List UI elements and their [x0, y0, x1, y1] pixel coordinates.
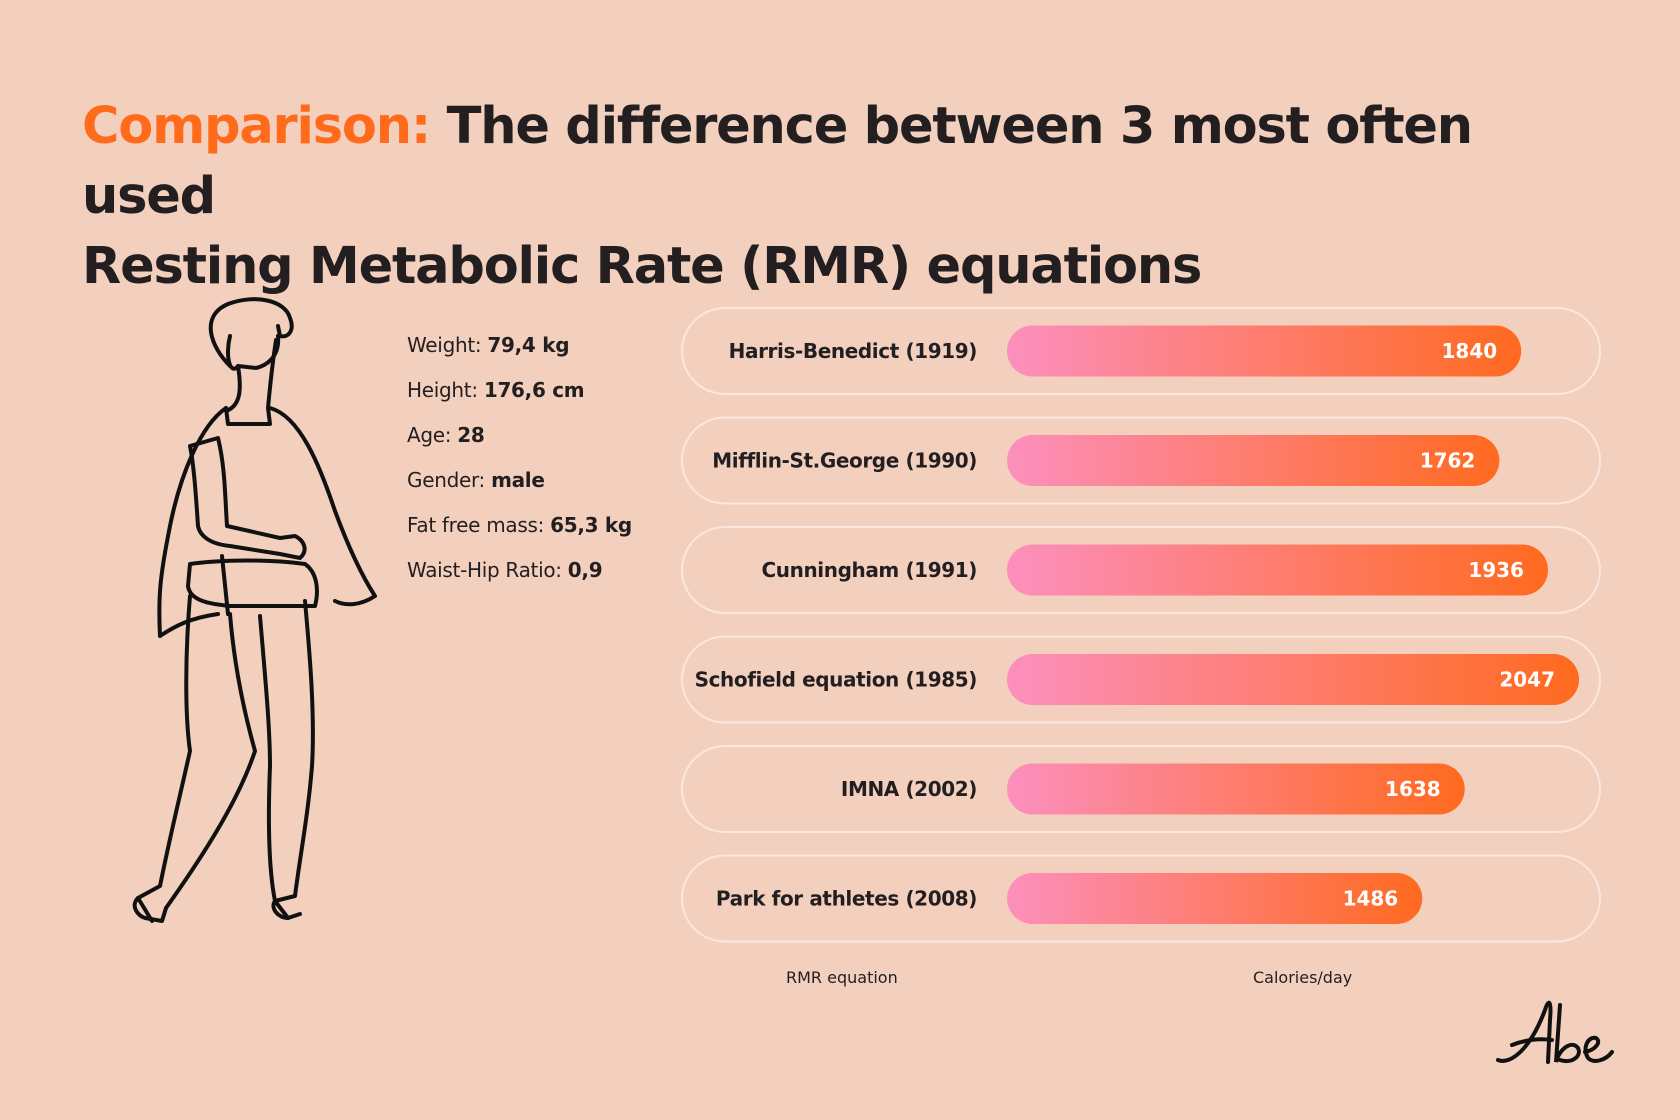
stat-age: Age: 28: [407, 423, 485, 447]
bar: [1007, 763, 1465, 815]
abe-logo: [1496, 1000, 1614, 1064]
title-accent: Comparison:: [82, 97, 431, 156]
stat-fat-free-mass: Fat free mass: 65,3 kg: [407, 513, 632, 537]
chart-row: Schofield equation (1985) 2047: [681, 635, 1601, 724]
row-pill: [681, 307, 1601, 395]
data-label: 1936: [1468, 558, 1524, 582]
category-label: Schofield equation (1985): [695, 668, 977, 692]
x-axis-label: Calories/day: [1253, 968, 1353, 987]
bar: [1007, 873, 1423, 924]
subject-stats: Weight: 79,4 kg Height: 176,6 cm Age: 28…: [407, 330, 667, 600]
category-label: Mifflin-St.George (1990): [712, 449, 977, 473]
chart-row: Cunningham (1991) 1936: [681, 526, 1601, 614]
chart-row: Park for athletes (2008) 1486: [681, 854, 1601, 943]
row-pill: [681, 854, 1601, 943]
row-pill: [681, 635, 1601, 724]
stat-waist-hip-ratio: Waist-Hip Ratio: 0,9: [407, 558, 603, 582]
y-axis-label: RMR equation: [786, 968, 898, 987]
category-label: Harris-Benedict (1919): [729, 339, 977, 363]
data-label: 1840: [1441, 339, 1497, 363]
stat-gender: Gender: male: [407, 468, 545, 492]
row-pill: [681, 526, 1601, 614]
bar: [1007, 654, 1579, 705]
walking-man-icon: [132, 297, 377, 923]
category-label: Park for athletes (2008): [716, 887, 977, 911]
data-label: 2047: [1499, 668, 1555, 692]
row-pill: [681, 745, 1601, 833]
bar: [1007, 435, 1500, 486]
data-label: 1762: [1420, 449, 1476, 473]
chart-row: IMNA (2002) 1638: [681, 745, 1601, 833]
stat-height: Height: 176,6 cm: [407, 378, 585, 402]
title-line-2: Resting Metabolic Rate (RMR) equations: [82, 237, 1202, 296]
data-label: 1486: [1343, 887, 1399, 911]
chart-row: Harris-Benedict (1919) 1840: [681, 307, 1601, 395]
category-label: IMNA (2002): [841, 777, 977, 801]
data-label: 1638: [1385, 777, 1441, 801]
chart-row: Mifflin-St.George (1990) 1762: [681, 416, 1601, 505]
page-title: Comparison: The difference between 3 mos…: [82, 92, 1582, 302]
bar: [1007, 544, 1548, 596]
stat-weight: Weight: 79,4 kg: [407, 333, 570, 357]
title-line-1: The difference between 3 most often used: [82, 97, 1473, 226]
row-pill: [681, 416, 1601, 505]
bar: [1007, 325, 1522, 377]
category-label: Cunningham (1991): [762, 558, 978, 582]
